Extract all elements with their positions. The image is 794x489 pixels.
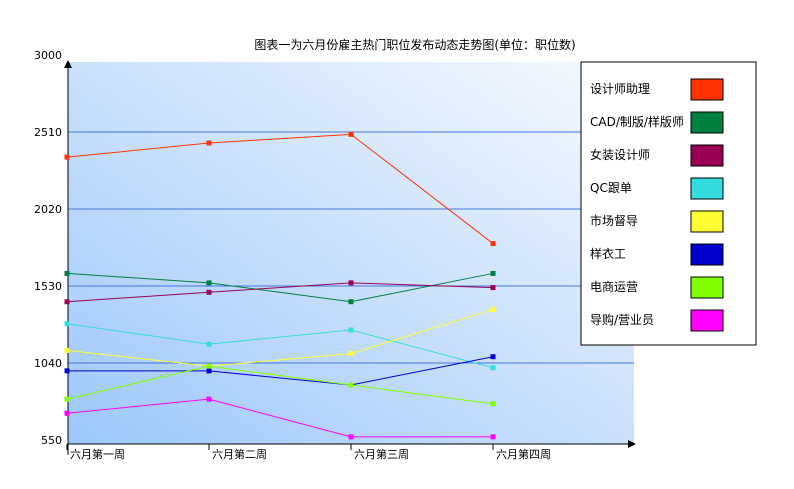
y-axis-arrow bbox=[64, 60, 72, 68]
gridlines bbox=[68, 131, 634, 364]
series-line bbox=[67, 356, 494, 386]
legend-label: 电商运营 bbox=[590, 279, 638, 294]
data-point bbox=[64, 396, 70, 402]
data-point bbox=[348, 280, 354, 286]
data-point bbox=[64, 270, 70, 276]
data-point bbox=[206, 289, 212, 295]
data-point bbox=[206, 368, 212, 374]
y-tick-labels: 3000 2510 2020 1530 1040 550 bbox=[34, 49, 62, 447]
legend-label: 导购/营业员 bbox=[590, 312, 654, 327]
data-point bbox=[490, 307, 496, 313]
x-tick-label: 六月第一周 bbox=[70, 447, 125, 461]
legend-swatch bbox=[690, 78, 724, 101]
series-8 bbox=[64, 396, 496, 440]
series-line bbox=[66, 272, 494, 303]
x-tick-label: 六月第三周 bbox=[354, 447, 409, 461]
data-point bbox=[348, 327, 354, 333]
legend-swatch bbox=[690, 144, 724, 167]
data-point bbox=[206, 280, 212, 286]
data-point bbox=[490, 365, 496, 371]
legend-swatch bbox=[690, 276, 724, 299]
data-point bbox=[206, 363, 212, 369]
data-point bbox=[64, 299, 70, 305]
legend-swatch bbox=[690, 111, 724, 134]
data-point bbox=[64, 154, 70, 160]
chart-title: 图表一为六月份雇主热门职位发布动态走势图(单位：职位数) bbox=[254, 37, 575, 52]
data-point bbox=[348, 131, 354, 137]
series-lines bbox=[64, 131, 496, 440]
data-point bbox=[490, 434, 496, 440]
x-tick-label: 六月第二周 bbox=[212, 447, 267, 461]
series-4 bbox=[64, 321, 496, 371]
data-point bbox=[348, 351, 354, 357]
x-tick-label: 六月第四周 bbox=[496, 447, 551, 461]
y-tick-label: 2020 bbox=[34, 203, 62, 216]
series-line bbox=[66, 398, 493, 438]
legend-item: 市场督导 bbox=[590, 210, 724, 233]
legend-item: 女装设计师 bbox=[590, 144, 724, 167]
legend-label: QC跟单 bbox=[590, 181, 632, 195]
data-point bbox=[490, 354, 496, 360]
legend-item: QC跟单 bbox=[590, 177, 724, 200]
y-tick-label: 1040 bbox=[34, 357, 62, 370]
data-point bbox=[490, 285, 496, 291]
series-line bbox=[66, 133, 494, 244]
y-tick-label: 3000 bbox=[34, 49, 62, 62]
series-7 bbox=[64, 363, 496, 407]
legend-swatch bbox=[690, 210, 724, 233]
series-line bbox=[66, 365, 494, 405]
y-tick-label: 550 bbox=[41, 434, 62, 447]
series-line bbox=[66, 323, 494, 369]
y-tick-label: 1530 bbox=[34, 280, 62, 293]
data-point bbox=[206, 140, 212, 146]
legend-item: 设计师助理 bbox=[590, 78, 724, 101]
series-line bbox=[66, 282, 494, 303]
legend-item: 电商运营 bbox=[590, 276, 724, 299]
data-point bbox=[490, 270, 496, 276]
data-point bbox=[64, 321, 70, 327]
data-point bbox=[64, 347, 70, 353]
legend-label: 市场督导 bbox=[590, 213, 638, 228]
y-tick-label: 2510 bbox=[34, 126, 62, 139]
series-line bbox=[66, 309, 494, 367]
legend-label: 设计师助理 bbox=[590, 82, 650, 96]
x-axis-arrow bbox=[628, 440, 636, 448]
data-point bbox=[206, 396, 212, 402]
legend-item: CAD/制版/样版师 bbox=[590, 111, 724, 134]
series-1 bbox=[64, 131, 496, 247]
data-point bbox=[206, 341, 212, 347]
legend-swatch bbox=[690, 177, 724, 200]
legend-label: 样衣工 bbox=[590, 246, 626, 261]
legend-item: 样衣工 bbox=[590, 243, 724, 266]
data-point bbox=[490, 401, 496, 407]
legend-item: 导购/营业员 bbox=[590, 309, 724, 332]
legend-label: CAD/制版/样版师 bbox=[590, 114, 684, 129]
data-point bbox=[348, 382, 354, 388]
data-point bbox=[64, 368, 70, 374]
data-point bbox=[490, 241, 496, 247]
data-point bbox=[348, 434, 354, 440]
plot-area bbox=[68, 62, 634, 444]
series-3 bbox=[64, 280, 496, 305]
data-point bbox=[64, 410, 70, 416]
legend-swatch bbox=[690, 243, 724, 266]
legend-swatch bbox=[690, 309, 724, 332]
legend-box bbox=[580, 61, 757, 346]
data-point bbox=[348, 299, 354, 305]
series-2 bbox=[64, 270, 496, 305]
x-tick-labels: 六月第一周 六月第二周 六月第三周 六月第四周 bbox=[66, 444, 551, 461]
legend-label: 女装设计师 bbox=[590, 147, 650, 162]
